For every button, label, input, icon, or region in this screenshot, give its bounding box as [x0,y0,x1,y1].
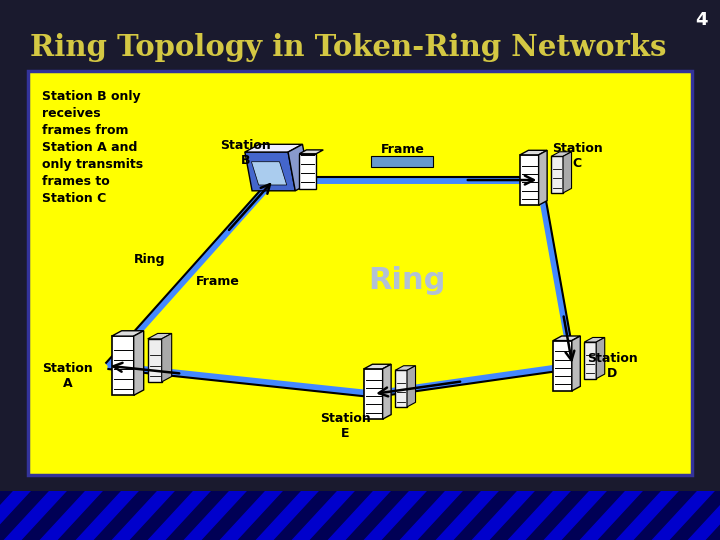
Text: Station B only
receives
frames from
Station A and
only transmits
frames to
Stati: Station B only receives frames from Stat… [42,90,143,205]
Polygon shape [300,154,316,188]
Polygon shape [594,485,667,540]
Polygon shape [553,341,572,391]
Polygon shape [396,485,469,540]
Polygon shape [251,162,287,185]
Polygon shape [486,485,559,540]
Text: Station
A: Station A [42,362,93,390]
Polygon shape [126,485,199,540]
Polygon shape [90,485,163,540]
Polygon shape [666,485,720,540]
Polygon shape [0,485,1,540]
Polygon shape [0,485,37,540]
Polygon shape [270,485,343,540]
Polygon shape [407,366,415,407]
Polygon shape [36,485,109,540]
Polygon shape [684,485,720,540]
Polygon shape [162,485,235,540]
Polygon shape [596,338,605,379]
Text: Station
C: Station C [552,143,603,170]
Text: Station
E: Station E [320,412,371,440]
Polygon shape [18,485,91,540]
Polygon shape [364,369,382,419]
Text: Ring: Ring [368,266,445,295]
Polygon shape [134,330,144,395]
Polygon shape [288,144,310,191]
Polygon shape [245,144,302,152]
Text: Ring Topology in Token-Ring Networks: Ring Topology in Token-Ring Networks [30,33,667,62]
Polygon shape [395,370,407,407]
Polygon shape [112,330,144,336]
Polygon shape [558,485,631,540]
Polygon shape [148,333,171,339]
Polygon shape [450,485,523,540]
Text: Ring: Ring [134,253,166,266]
Text: 4: 4 [696,11,708,30]
Polygon shape [612,485,685,540]
Polygon shape [342,485,415,540]
Polygon shape [0,485,73,540]
Polygon shape [378,485,451,540]
Polygon shape [522,485,595,540]
Text: Frame: Frame [381,144,424,157]
Polygon shape [0,485,19,540]
Polygon shape [553,336,580,341]
Polygon shape [520,150,547,155]
Polygon shape [162,333,171,382]
Polygon shape [180,485,253,540]
Text: Station
D: Station D [587,352,638,380]
Polygon shape [585,338,605,342]
Polygon shape [576,485,649,540]
Polygon shape [432,485,505,540]
Polygon shape [324,485,397,540]
Polygon shape [148,339,162,382]
Polygon shape [382,364,391,419]
Polygon shape [414,485,487,540]
Polygon shape [108,485,181,540]
Polygon shape [540,485,613,540]
Polygon shape [234,485,307,540]
Polygon shape [520,155,539,205]
Polygon shape [563,152,572,193]
Polygon shape [572,336,580,391]
FancyBboxPatch shape [28,71,692,475]
Polygon shape [504,485,577,540]
Polygon shape [585,342,596,379]
Polygon shape [702,485,720,540]
Text: Station
B: Station B [220,139,271,167]
Polygon shape [648,485,720,540]
FancyBboxPatch shape [372,157,433,167]
Polygon shape [468,485,541,540]
Polygon shape [551,152,572,157]
Polygon shape [198,485,271,540]
Polygon shape [72,485,145,540]
Polygon shape [54,485,127,540]
Polygon shape [0,485,55,540]
Polygon shape [630,485,703,540]
Polygon shape [539,150,547,205]
Polygon shape [288,485,361,540]
Polygon shape [551,157,563,193]
Polygon shape [306,485,379,540]
Polygon shape [144,485,217,540]
Polygon shape [300,150,323,154]
Text: Frame: Frame [196,275,240,288]
Polygon shape [245,152,295,191]
Polygon shape [364,364,391,369]
Polygon shape [216,485,289,540]
Polygon shape [252,485,325,540]
Polygon shape [395,366,415,370]
Polygon shape [360,485,433,540]
Polygon shape [112,336,134,395]
